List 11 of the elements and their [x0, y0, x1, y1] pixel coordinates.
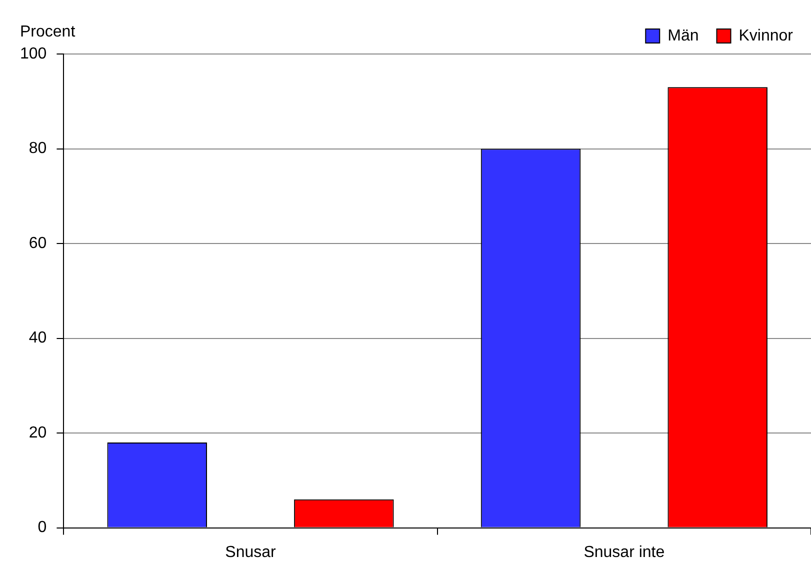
- y-axis-title: Procent: [20, 23, 76, 40]
- y-tick-label: 80: [28, 140, 47, 158]
- legend-label: Män: [668, 27, 699, 44]
- x-tick-label: Snusar inte: [584, 544, 665, 561]
- legend-label: Kvinnor: [738, 27, 794, 44]
- y-tick-label: 0: [38, 519, 47, 536]
- y-tick-label: 100: [20, 45, 47, 62]
- y-tick-label: 20: [28, 424, 47, 442]
- x-tick-label: Snusar: [225, 544, 277, 561]
- y-tick-label: 40: [28, 330, 47, 347]
- y-tick-label: 60: [28, 234, 47, 252]
